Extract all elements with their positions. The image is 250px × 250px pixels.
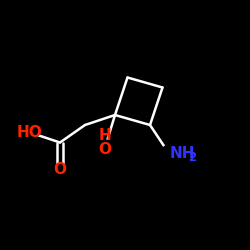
Text: HO: HO [17,125,43,140]
Circle shape [160,145,180,165]
Text: 2: 2 [188,151,196,164]
Circle shape [54,164,66,176]
Circle shape [98,140,112,155]
Text: H: H [98,128,112,142]
Text: NH: NH [170,146,196,161]
Circle shape [22,124,38,140]
Text: O: O [54,162,66,178]
Text: O: O [98,142,112,158]
